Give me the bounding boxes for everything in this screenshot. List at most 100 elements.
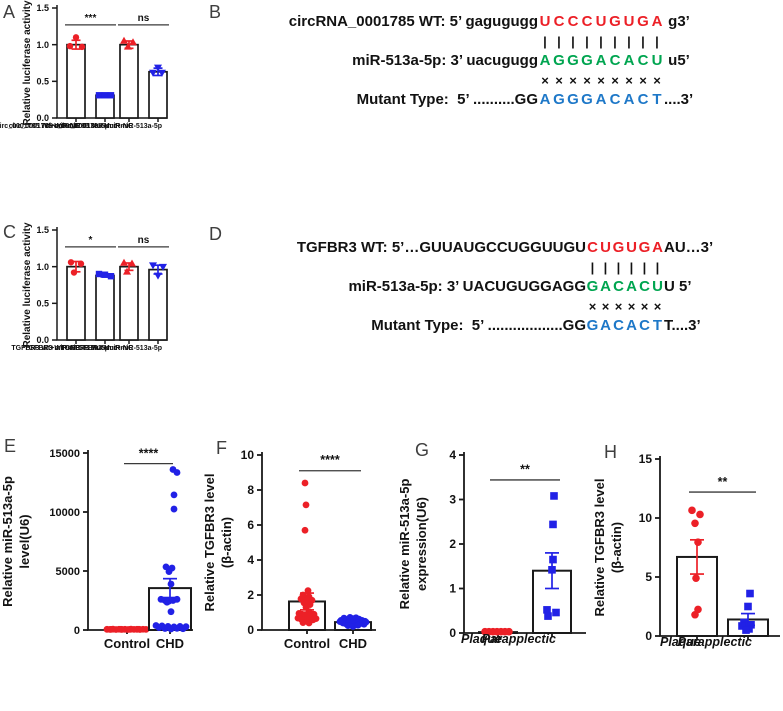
data-point — [107, 273, 115, 280]
data-point — [544, 612, 552, 620]
data-point — [163, 598, 171, 606]
x-category-label: TGFBR3 Wt+miR-NC — [11, 345, 80, 352]
pairing-bar: | — [603, 260, 608, 275]
data-point — [691, 519, 699, 528]
wt-line: circRNA_0001785 WT: 5’ gagugugg U C C C U G U G A… — [212, 10, 693, 34]
y-axis-title: Relative luciferase activity — [22, 0, 33, 126]
mismatch-x: × — [597, 73, 605, 88]
bar-a-3 — [148, 70, 168, 119]
data-point — [747, 620, 755, 629]
x-category-label: circ_0001785 Wt+miR-NC — [0, 123, 80, 130]
data-point — [107, 92, 115, 99]
y-axis-title: (β-actin) — [219, 517, 234, 568]
y-tick-label: 10000 — [49, 507, 80, 519]
x-category-label: Control — [104, 636, 150, 651]
bar-c-3 — [148, 268, 168, 341]
base-letter: G — [581, 52, 593, 69]
data-point — [78, 43, 86, 51]
base-letter: U — [651, 52, 663, 69]
sequence-tail-text: T....3’ — [664, 317, 701, 334]
pairing-line: | | | | | | — [212, 260, 713, 275]
data-point — [67, 259, 75, 266]
sequence-left-text: miR-513a-5p: 3’ uacugugg — [352, 52, 538, 69]
panel-b-sequence-alignment: circRNA_0001785 WT: 5’ gagugugg U C C C U G U G A… — [212, 10, 693, 112]
panel-label-c: C — [3, 222, 16, 242]
data-point — [549, 555, 557, 564]
base-letter: G — [553, 52, 565, 69]
y-tick-label: 4 — [449, 448, 456, 462]
base-letter: U — [626, 239, 637, 256]
symbol-cells: × × × × × × × × × — [538, 73, 664, 88]
pairing-bar: | — [543, 34, 547, 49]
significance-label: ns — [138, 235, 150, 246]
data-point — [154, 64, 162, 72]
base-letter: A — [626, 317, 637, 334]
panel-h-tgfbr3-plaque-chart: 0 5 10 15 Relative TGFBR3 level (β-actin) Plaq… — [590, 432, 783, 711]
pairing-bar: | — [599, 34, 603, 49]
mirna-line: miR-513a-5p: 3’ uacugugg A G G G A C A C U u5’ — [212, 49, 693, 73]
data-point — [107, 625, 115, 633]
significance-label: ** — [520, 463, 530, 477]
mismatch-x: × — [653, 299, 662, 314]
base-letter: C — [553, 13, 565, 30]
y-tick-label: 0 — [449, 626, 456, 640]
x-category-label: CHD — [339, 636, 367, 651]
data-point — [120, 258, 128, 266]
y-tick-label: 1 — [449, 582, 456, 596]
significance-label: *** — [85, 13, 97, 24]
chart-svg-f: 0 2 4 6 8 10 Relative TGFBR3 level (β-actin) Con… — [202, 448, 376, 651]
data-point — [165, 568, 173, 575]
base-letter: G — [586, 317, 599, 334]
data-point — [117, 625, 125, 633]
panel-label-f: F — [216, 438, 227, 458]
data-point — [505, 627, 513, 636]
sequence-left-text: circRNA_0001785 WT: 5’ gagugugg — [288, 13, 538, 30]
data-point — [120, 36, 128, 44]
symbol-cells: | | | | | | — [586, 260, 664, 275]
panel-label-e: E — [4, 436, 17, 456]
data-point — [696, 510, 704, 519]
significance-label: * — [89, 235, 93, 246]
mismatch-x: × — [614, 299, 623, 314]
sequence-left-text: miR-513a-5p: 3’ UACUGUGGAGG — [348, 278, 586, 295]
mismatch-x: × — [627, 299, 636, 314]
y-tick-label: 0.5 — [36, 298, 49, 308]
sequence-tail-text: g3’ — [664, 13, 690, 30]
mismatch-x: × — [640, 299, 649, 314]
base-letter: G — [586, 278, 599, 295]
panel-label-a: A — [3, 2, 16, 22]
base-letter: A — [595, 52, 607, 69]
pairing-bar: | — [616, 260, 621, 275]
bar-c-2 — [119, 265, 139, 341]
y-axis-title: Relative TGFBR3 level — [202, 474, 217, 612]
data-point — [552, 608, 560, 617]
data-point — [142, 625, 150, 633]
y-tick-label: 2 — [247, 588, 254, 602]
base-letter: U — [652, 278, 663, 295]
data-point — [302, 501, 310, 509]
chart-svg-g: 0 1 2 3 4 Relative miR-513a-5p expression(U6) P… — [397, 448, 586, 646]
sequence-tail-text: ....3’ — [664, 91, 694, 108]
y-tick-label: 0 — [74, 625, 80, 637]
data-point — [173, 469, 181, 476]
mismatch-x: × — [653, 73, 661, 88]
data-point — [301, 479, 309, 487]
pairing-bar: | — [571, 34, 575, 49]
base-letter: C — [581, 13, 593, 30]
chart-svg-h: 0 5 10 15 Relative TGFBR3 level (β-actin) Plaq… — [592, 452, 780, 649]
data-point — [170, 505, 178, 513]
data-point — [126, 625, 134, 633]
data-point — [72, 34, 80, 41]
x-category-label: circ_0001785 Wt+miR-513a-5p — [9, 123, 109, 130]
mismatch-x: × — [569, 73, 577, 88]
mutant-line: Mutant Type: 5’ ..........GG A G G G A C A C T...… — [212, 88, 694, 112]
data-point — [694, 538, 702, 546]
y-tick-label: 4 — [247, 553, 254, 567]
y-axis-title: Relative miR-513a-5p — [0, 476, 15, 607]
base-letter: C — [613, 278, 624, 295]
